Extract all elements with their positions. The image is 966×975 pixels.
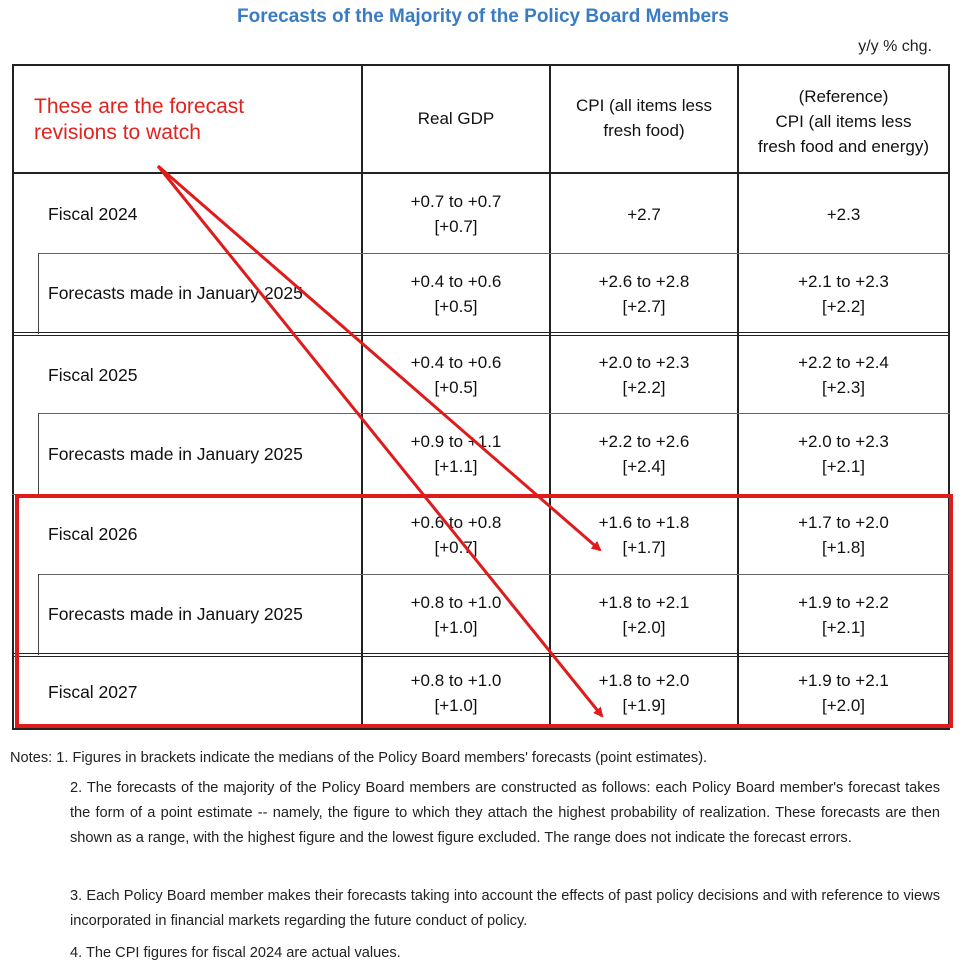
note-1: Notes: 1. Figures in brackets indicate t… bbox=[10, 750, 708, 766]
row-label: Forecasts made in January 2025 bbox=[48, 604, 303, 624]
cpi-median: [+1.9] bbox=[622, 695, 666, 715]
header-ref-line3: fresh food and energy) bbox=[757, 136, 930, 156]
gdp-range: +0.4 to +0.6 bbox=[410, 353, 502, 372]
ref-range: +1.9 to +2.1 bbox=[798, 670, 889, 690]
row-label: Fiscal 2025 bbox=[48, 364, 138, 385]
gdp-median: [+0.7] bbox=[434, 537, 478, 557]
ref-cell: +2.0 to +2.3 [+2.1] bbox=[739, 414, 948, 494]
header-ref-line2: CPI (all items less bbox=[775, 111, 912, 131]
gdp-cell: +0.7 to +0.7 [+0.7] bbox=[363, 174, 549, 254]
gdp-range: +0.8 to +1.0 bbox=[410, 670, 502, 690]
ref-range: +2.2 to +2.4 bbox=[798, 353, 889, 372]
annotation-line1: These are the forecast bbox=[34, 95, 245, 118]
cpi-median: [+2.2] bbox=[622, 378, 666, 397]
cpi-median: [+2.7] bbox=[622, 296, 666, 316]
ref-cell: +2.3 bbox=[739, 174, 948, 254]
annotation-text: These are the forecast revisions to watc… bbox=[34, 94, 244, 146]
gdp-cell: +0.4 to +0.6 [+0.5] bbox=[363, 254, 549, 333]
cpi-cell: +2.0 to +2.3 [+2.2] bbox=[551, 336, 737, 414]
ref-median: [+1.8] bbox=[821, 537, 865, 557]
cpi-cell: +2.7 bbox=[551, 174, 737, 254]
cpi-median: [+1.7] bbox=[622, 537, 666, 557]
gdp-range: +0.6 to +0.8 bbox=[410, 512, 502, 532]
cpi-cell: +1.6 to +1.8 [+1.7] bbox=[551, 495, 737, 574]
gdp-median: [+1.1] bbox=[434, 457, 478, 476]
ref-cell: +1.7 to +2.0 [+1.8] bbox=[739, 495, 948, 574]
cpi-range: +2.2 to +2.6 bbox=[598, 432, 690, 451]
header-reference-cpi: (Reference) CPI (all items less fresh fo… bbox=[739, 64, 948, 172]
gdp-median: [+1.0] bbox=[434, 695, 478, 715]
note-4: 4. The CPI figures for fiscal 2024 are a… bbox=[70, 945, 401, 961]
ref-cell: +1.9 to +2.2 [+2.1] bbox=[739, 575, 948, 654]
note-3: 3. Each Policy Board member makes their … bbox=[70, 888, 940, 929]
ref-range: +2.3 bbox=[826, 204, 861, 224]
ref-median: [+2.2] bbox=[821, 296, 865, 316]
ref-cell: +1.9 to +2.1 [+2.0] bbox=[739, 657, 948, 728]
cpi-cell: +2.2 to +2.6 [+2.4] bbox=[551, 414, 737, 494]
row-label: Fiscal 2027 bbox=[48, 682, 138, 702]
gdp-median: [+0.5] bbox=[434, 378, 478, 397]
cpi-range: +1.8 to +2.1 bbox=[598, 592, 690, 612]
annotation-line2: revisions to watch bbox=[34, 121, 201, 144]
gdp-range: +0.4 to +0.6 bbox=[410, 271, 502, 291]
cpi-median: [+2.4] bbox=[622, 457, 666, 476]
forecast-table: Real GDP CPI (all items less fresh food)… bbox=[12, 64, 950, 730]
row-label: Fiscal 2026 bbox=[48, 524, 138, 544]
cpi-cell: +2.6 to +2.8 [+2.7] bbox=[551, 254, 737, 333]
note-2: 2. The forecasts of the majority of the … bbox=[70, 780, 940, 846]
gdp-range: +0.7 to +0.7 bbox=[410, 192, 502, 211]
gdp-median: [+0.7] bbox=[434, 217, 478, 236]
gdp-median: [+0.5] bbox=[434, 296, 478, 316]
ref-range: +2.0 to +2.3 bbox=[798, 432, 889, 451]
cpi-cell: +1.8 to +2.0 [+1.9] bbox=[551, 657, 737, 728]
gdp-cell: +0.6 to +0.8 [+0.7] bbox=[363, 495, 549, 574]
row-label: Forecasts made in January 2025 bbox=[48, 443, 303, 464]
ref-median: [+2.1] bbox=[821, 457, 865, 476]
gdp-range: +0.9 to +1.1 bbox=[410, 432, 502, 451]
row-label: Forecasts made in January 2025 bbox=[48, 283, 303, 303]
ref-range: +1.7 to +2.0 bbox=[798, 512, 889, 532]
gdp-cell: +0.8 to +1.0 [+1.0] bbox=[363, 575, 549, 654]
gdp-cell: +0.8 to +1.0 [+1.0] bbox=[363, 657, 549, 728]
page-title: Forecasts of the Majority of the Policy … bbox=[237, 6, 729, 27]
ref-range: +2.1 to +2.3 bbox=[798, 271, 889, 291]
cpi-range: +1.8 to +2.0 bbox=[598, 670, 690, 690]
row-label: Fiscal 2024 bbox=[48, 203, 138, 224]
ref-cell: +2.1 to +2.3 [+2.2] bbox=[739, 254, 948, 333]
gdp-cell: +0.4 to +0.6 [+0.5] bbox=[363, 336, 549, 414]
cpi-range: +1.6 to +1.8 bbox=[598, 512, 690, 532]
gdp-range: +0.8 to +1.0 bbox=[410, 592, 502, 612]
gdp-cell: +0.9 to +1.1 [+1.1] bbox=[363, 414, 549, 494]
header-ref-line1: (Reference) bbox=[798, 86, 889, 106]
cpi-range: +2.7 bbox=[627, 204, 661, 224]
header-real-gdp: Real GDP bbox=[417, 108, 495, 128]
ref-median: [+2.1] bbox=[821, 617, 865, 637]
cpi-cell: +1.8 to +2.1 [+2.0] bbox=[551, 575, 737, 654]
ref-range: +1.9 to +2.2 bbox=[798, 592, 889, 612]
cpi-range: +2.0 to +2.3 bbox=[598, 353, 690, 372]
header-cpi-line2: fresh food) bbox=[603, 121, 685, 140]
header-cpi: CPI (all items less fresh food) bbox=[551, 64, 737, 172]
cpi-median: [+2.0] bbox=[622, 617, 666, 637]
unit-label: y/y % chg. bbox=[858, 38, 932, 55]
cpi-range: +2.6 to +2.8 bbox=[598, 271, 690, 291]
ref-cell: +2.2 to +2.4 [+2.3] bbox=[739, 336, 948, 414]
ref-median: [+2.0] bbox=[821, 695, 865, 715]
header-cpi-line1: CPI (all items less bbox=[575, 96, 713, 115]
ref-median: [+2.3] bbox=[821, 378, 865, 397]
gdp-median: [+1.0] bbox=[434, 617, 478, 637]
